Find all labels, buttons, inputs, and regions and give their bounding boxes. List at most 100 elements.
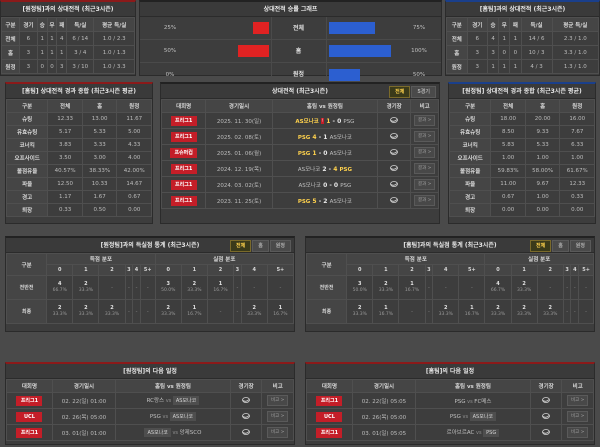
league-badge[interactable]: 프슈퍼컵 [170,147,197,158]
note-button[interactable]: 비고 > [266,411,289,422]
tab-원정[interactable]: 원정 [269,240,291,252]
table-row: 오프사이드 3.50 3.00 4.00 [5,151,152,165]
league-badge[interactable]: 프리그1 [170,163,197,174]
league-badge[interactable]: 프리그1 [170,195,197,206]
tab-원정[interactable]: 원정 [569,240,591,252]
home-team[interactable]: AS모나코 [295,118,319,125]
stat-all: 3.50 [47,151,83,165]
tab-홈[interactable]: 홈 [252,240,269,252]
tab-전체[interactable]: 전체 [529,240,552,252]
home-team[interactable]: PSG [149,414,161,420]
dist-cell-scored-0: 2 33.3% [346,299,374,324]
result-button[interactable]: 결과 > [413,115,436,126]
league-badge[interactable]: 프리그1 [16,427,43,438]
away-team[interactable]: PSG [339,166,352,173]
league-badge[interactable]: 프리그1 [170,131,197,142]
dist-cell-scored-0: 4 66.7% [46,275,74,300]
result-button[interactable]: 결과 > [413,163,436,174]
stadium-icon[interactable] [390,196,399,204]
league-badge[interactable]: 프리그1 [170,115,197,126]
away-team[interactable]: AS모나코 [329,134,352,141]
home-team[interactable]: PSG [449,414,461,420]
away-team[interactable]: AS모나코 [329,150,352,157]
dist-cell-scored-2: - [398,299,426,324]
stat-away: 14.67 [116,177,152,191]
home-team[interactable]: PSG [297,198,311,205]
away-team[interactable]: PSG [343,118,355,125]
league-badge[interactable]: UCL [16,411,43,422]
note-cell: 결과 > [410,144,439,161]
result-button[interactable]: 결과 > [413,147,436,158]
stadium-icon[interactable] [390,148,399,156]
away-team[interactable]: PSG [483,429,500,437]
stadium-icon[interactable] [242,396,251,404]
away-team[interactable]: FC메스 [474,398,492,405]
dist-count: 2 [110,305,114,311]
note-button[interactable]: 비고 > [566,427,589,438]
graph-left-percent: 50% [163,48,177,54]
tab-전체[interactable]: 전체 [229,240,252,252]
tab-전체[interactable]: 전체 [389,86,411,98]
dist-count: 2 [384,281,388,287]
stat-label: 파울 [5,177,49,191]
home-team[interactable]: 르아브르AC [446,430,475,436]
tab-5경기[interactable]: 5경기 [411,86,436,98]
dist-percent: 66.7% [490,288,506,293]
away-team[interactable]: AS모나코 [329,198,352,205]
stadium-icon[interactable] [542,428,551,436]
league-cell: 프슈퍼컵 [160,144,207,161]
cell-avg: 1.0 / 1.3 [93,45,135,60]
league-badge[interactable]: UCL [316,411,343,422]
home-team[interactable]: RC랑스 [146,398,165,404]
league-badge[interactable]: 프리그1 [316,427,343,438]
away-team[interactable]: AS모나코 [469,412,497,421]
result-button[interactable]: 결과 > [413,179,436,190]
stat-home: 5.33 [81,125,118,139]
home-team[interactable]: PSG [454,398,466,405]
home-team[interactable]: PSG [297,134,311,141]
stadium-icon[interactable] [390,116,399,124]
league-badge[interactable]: 프리그1 [170,179,197,190]
home-dist-table: 구분 득점 분포 실점 분포 0 1 2 3 4 5+ 0 1 2 3 4 5+ 전반전 3 50.0% 2 33.3… [305,253,594,324]
bucket-scored-3: 3 [124,264,134,276]
stadium-cell [529,408,563,425]
stadium-icon[interactable] [242,412,251,420]
cell-lose: 4 [56,31,68,46]
note-button[interactable]: 비고 > [566,395,589,406]
stadium-icon[interactable] [390,132,399,140]
league-badge[interactable]: 프리그1 [316,395,343,406]
stadium-cell [229,408,263,425]
league-cell: 프리그1 [306,392,353,409]
match-date: 2025. 11. 30(일) [205,112,273,129]
stadium-icon[interactable] [242,428,251,436]
away-team[interactable]: PSG [340,182,352,189]
note-button[interactable]: 비고 > [566,411,589,422]
cell-avg: 1.0 / 3.3 [93,59,135,74]
note-button[interactable]: 비고 > [266,395,289,406]
table-header-row: 구분 득점 분포 실점 분포 [305,253,594,276]
home-team[interactable]: AS모나코 [298,182,321,189]
home-team[interactable]: AS모나코 [297,166,321,173]
result-button[interactable]: 결과 > [413,131,436,142]
stadium-icon[interactable] [390,164,399,172]
away-team[interactable]: AS모나코 [169,412,197,421]
note-button[interactable]: 비고 > [266,427,289,438]
league-badge[interactable]: 프리그1 [16,395,43,406]
dist-empty: - [549,284,552,291]
away-team[interactable]: 앙제SCO [179,430,202,436]
stadium-icon[interactable] [542,396,551,404]
stadium-icon[interactable] [542,412,551,420]
dist-head: 구분 득점 분포 실점 분포 0 1 2 3 4 5+ 0 1 2 3 4 5+ [5,253,295,276]
vs-label: vs [170,430,180,436]
result-button[interactable]: 결과 > [413,195,436,206]
home-team[interactable]: PSG [297,150,311,157]
away-team[interactable]: AS모나코 [172,396,200,405]
stadium-icon[interactable] [390,180,399,188]
dist-percent: 33.3% [543,312,558,317]
note-cell: 결과 > [410,176,439,193]
match-teams: AS모나코 ! 1 - 0 PSG [271,112,379,129]
tab-홈[interactable]: 홈 [552,240,569,252]
dist-cell-conceded-0: 3 50.0% [154,275,182,300]
match-score: 5 - 2 [312,197,328,205]
home-team[interactable]: AS모나코 [144,428,171,437]
